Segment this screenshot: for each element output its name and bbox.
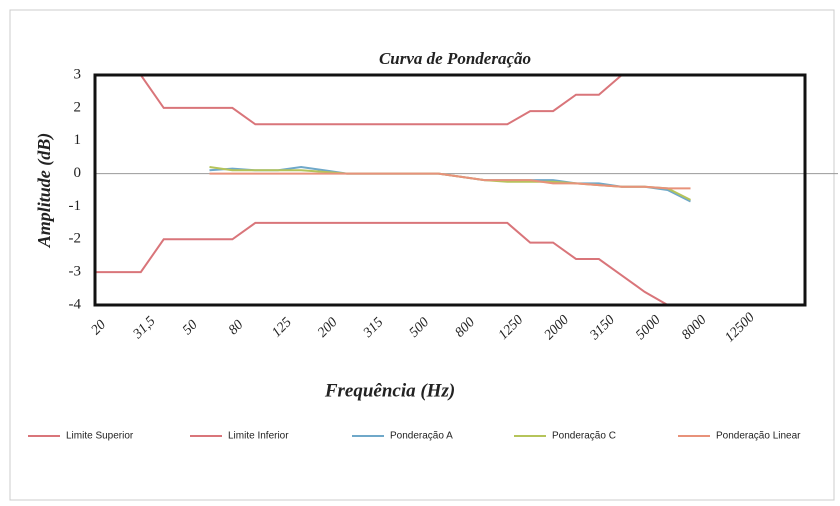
- y-tick-label: 0: [74, 165, 82, 181]
- legend-label: Limite Superior: [66, 431, 134, 442]
- x-tick-label: 500: [407, 315, 432, 340]
- chart-title: Curva de Ponderação: [379, 49, 531, 68]
- x-tick-label: 12500: [722, 310, 757, 345]
- x-tick-label: 50: [180, 318, 201, 339]
- y-tick-label: -4: [69, 296, 82, 312]
- x-tick-label: 2000: [542, 313, 572, 343]
- x-tick-label: 3150: [587, 313, 618, 344]
- legend-label: Ponderação A: [390, 431, 453, 442]
- series-line: [95, 74, 623, 126]
- x-tick-label: 800: [453, 315, 478, 340]
- x-tick-label: 315: [360, 315, 386, 341]
- y-tick-label: 1: [74, 132, 82, 148]
- y-tick-label: -2: [69, 231, 82, 247]
- x-tick-label: 31,5: [130, 314, 159, 343]
- chart-border: [9, 9, 835, 501]
- legend-label: Ponderação C: [552, 431, 616, 442]
- x-tick-label: 80: [226, 318, 247, 339]
- y-tick-label: 2: [74, 99, 82, 115]
- y-tick-label: -3: [69, 264, 82, 280]
- y-tick-label: -1: [69, 198, 82, 214]
- series-line: [209, 172, 691, 190]
- y-axis-title: Amplitude (dB): [34, 133, 55, 249]
- x-tick-label: 20: [89, 318, 110, 339]
- x-tick-label: 125: [269, 315, 294, 340]
- legend-label: Limite Inferior: [228, 431, 289, 442]
- series-line: [95, 221, 669, 306]
- x-axis-title: Frequência (Hz): [324, 380, 455, 401]
- x-tick-label: 1250: [496, 313, 526, 343]
- legend-label: Ponderação Linear: [716, 431, 801, 442]
- series-line: [209, 165, 691, 203]
- plot-border: [93, 73, 807, 307]
- x-tick-label: 5000: [633, 313, 663, 343]
- x-tick-label: 8000: [679, 313, 709, 343]
- x-tick-label: 200: [315, 315, 340, 340]
- y-tick-label: 3: [74, 66, 82, 82]
- series-line: [209, 166, 691, 201]
